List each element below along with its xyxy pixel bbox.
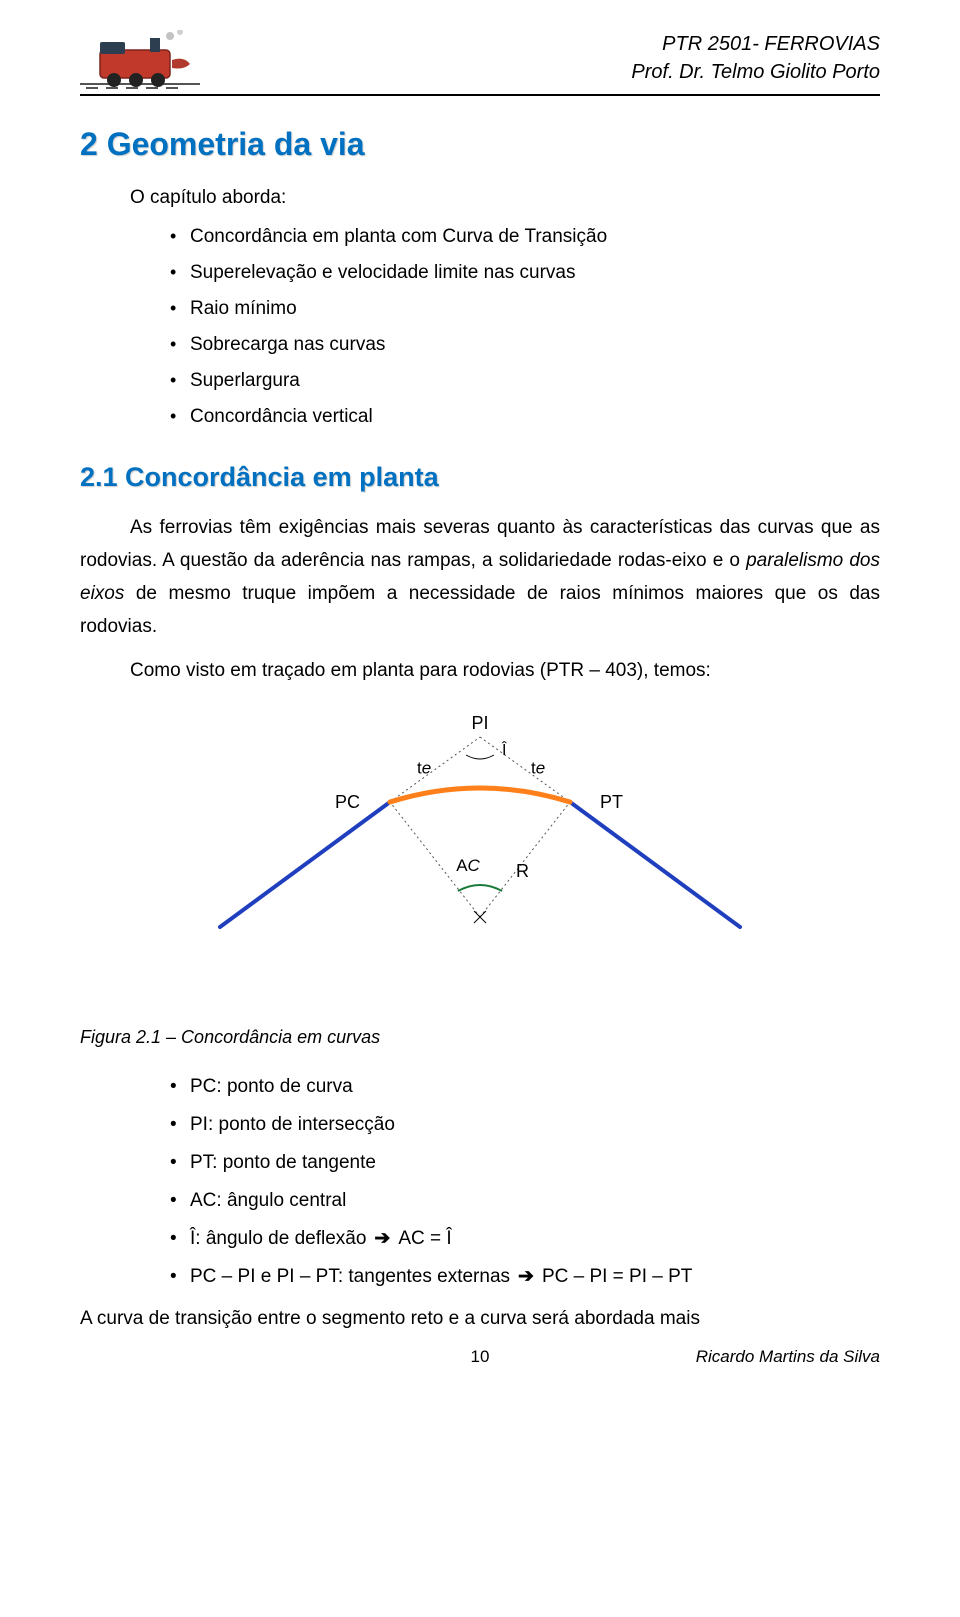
curve-diagram: PI Îte te PC PT AC R: [80, 707, 880, 967]
para1-part-b: de mesmo truque impõem a necessidade de …: [80, 583, 880, 637]
footer-author: Ricardo Martins da Silva: [696, 1347, 880, 1367]
svg-text:AC: AC: [456, 856, 480, 875]
svg-text:R: R: [516, 861, 529, 881]
svg-text:PC: PC: [335, 792, 360, 812]
train-icon: [80, 30, 200, 90]
topic-item: Sobrecarga nas curvas: [170, 327, 880, 363]
section-heading: 2.1 Concordância em planta: [80, 462, 880, 493]
definitions-list: PC: ponto de curvaPI: ponto de intersecç…: [170, 1068, 880, 1296]
arrow-icon: ➔: [374, 1220, 390, 1258]
definition-item: PC – PI e PI – PT: tangentes externas➔PC…: [170, 1258, 880, 1296]
svg-text:Î: Î: [501, 740, 507, 759]
chapter-heading: 2 Geometria da via: [80, 126, 880, 163]
curve-diagram-svg: PI Îte te PC PT AC R: [200, 707, 760, 967]
svg-text:te: te: [417, 758, 431, 777]
final-paragraph: A curva de transição entre o segmento re…: [80, 1302, 880, 1335]
topic-item: Raio mínimo: [170, 291, 880, 327]
paragraph-1: As ferrovias têm exigências mais severas…: [80, 511, 880, 644]
svg-text:PT: PT: [600, 792, 623, 812]
svg-text:te: te: [531, 758, 545, 777]
header-text: PTR 2501- FERROVIAS Prof. Dr. Telmo Giol…: [631, 30, 880, 86]
topic-item: Superelevação e velocidade limite nas cu…: [170, 255, 880, 291]
definition-item: PI: ponto de intersecção: [170, 1106, 880, 1144]
paragraph-2: Como visto em traçado em planta para rod…: [80, 654, 880, 687]
topic-list: Concordância em planta com Curva de Tran…: [170, 219, 880, 436]
page-header: PTR 2501- FERROVIAS Prof. Dr. Telmo Giol…: [80, 30, 880, 96]
arrow-icon: ➔: [518, 1258, 534, 1296]
topic-item: Concordância vertical: [170, 399, 880, 435]
page-footer: 10 Ricardo Martins da Silva: [80, 1347, 880, 1367]
definition-item: Î: ângulo de deflexão➔AC = Î: [170, 1220, 880, 1258]
topic-item: Concordância em planta com Curva de Tran…: [170, 219, 880, 255]
svg-text:PI: PI: [471, 713, 488, 733]
professor-name: Prof. Dr. Telmo Giolito Porto: [631, 58, 880, 86]
definition-item: PC: ponto de curva: [170, 1068, 880, 1106]
topic-item: Superlargura: [170, 363, 880, 399]
intro-text: O capítulo aborda:: [130, 187, 880, 209]
course-code: PTR 2501- FERROVIAS: [631, 30, 880, 58]
figure-caption: Figura 2.1 – Concordância em curvas: [80, 1027, 880, 1048]
definition-item: PT: ponto de tangente: [170, 1144, 880, 1182]
page-number: 10: [471, 1347, 490, 1367]
definition-item: AC: ângulo central: [170, 1182, 880, 1220]
